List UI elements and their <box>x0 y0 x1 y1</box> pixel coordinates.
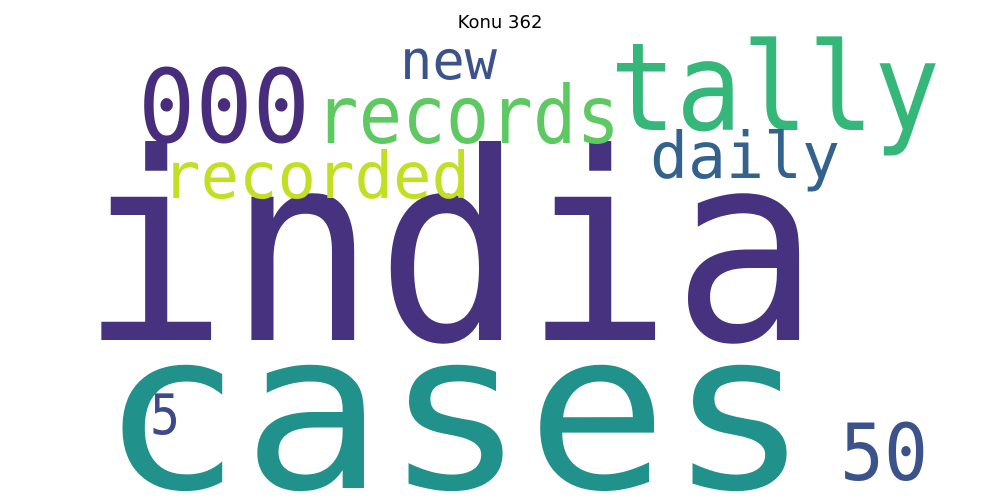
word-50: 50 <box>840 409 928 499</box>
word-india: india <box>80 97 820 402</box>
word-new: new <box>400 29 497 92</box>
word-000: 000 <box>138 48 310 167</box>
word-recorded: recorded <box>162 140 470 214</box>
word-records: records <box>315 69 620 162</box>
word-5: 5 <box>150 383 180 448</box>
word-tally: tally <box>610 17 940 159</box>
figure-title: Konu 362 <box>457 12 543 33</box>
word-cases: cases <box>100 284 810 500</box>
word-daily: daily <box>650 120 840 194</box>
